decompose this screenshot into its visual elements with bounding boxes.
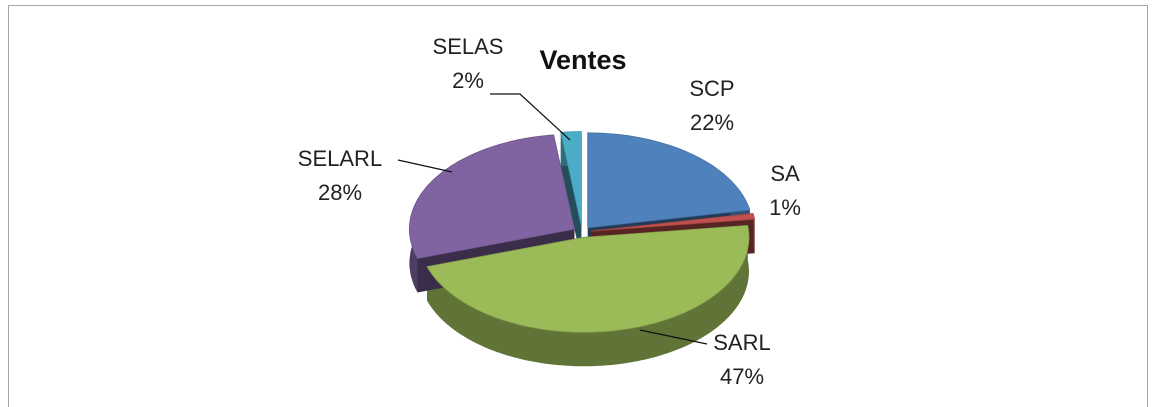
category-label: SELAS — [433, 34, 504, 59]
category-label: SA — [770, 161, 800, 186]
slice-tops — [408, 131, 756, 333]
chart-title: Ventes — [539, 45, 626, 75]
slice — [426, 224, 750, 333]
slice — [408, 134, 575, 259]
value-label: 28% — [318, 180, 362, 205]
leader-line — [639, 329, 708, 345]
slice — [590, 212, 756, 232]
value-label: 2% — [452, 68, 484, 93]
category-label: SCP — [689, 76, 734, 101]
slice-side — [427, 225, 749, 367]
value-label: 47% — [720, 364, 764, 389]
category-label: SELARL — [298, 146, 382, 171]
leader-line — [490, 93, 571, 141]
slice — [587, 132, 751, 229]
value-label: 1% — [769, 195, 801, 220]
leader-line — [397, 159, 453, 173]
value-label: 22% — [690, 110, 734, 135]
slice-side — [753, 213, 755, 254]
category-label: SARL — [713, 330, 770, 355]
